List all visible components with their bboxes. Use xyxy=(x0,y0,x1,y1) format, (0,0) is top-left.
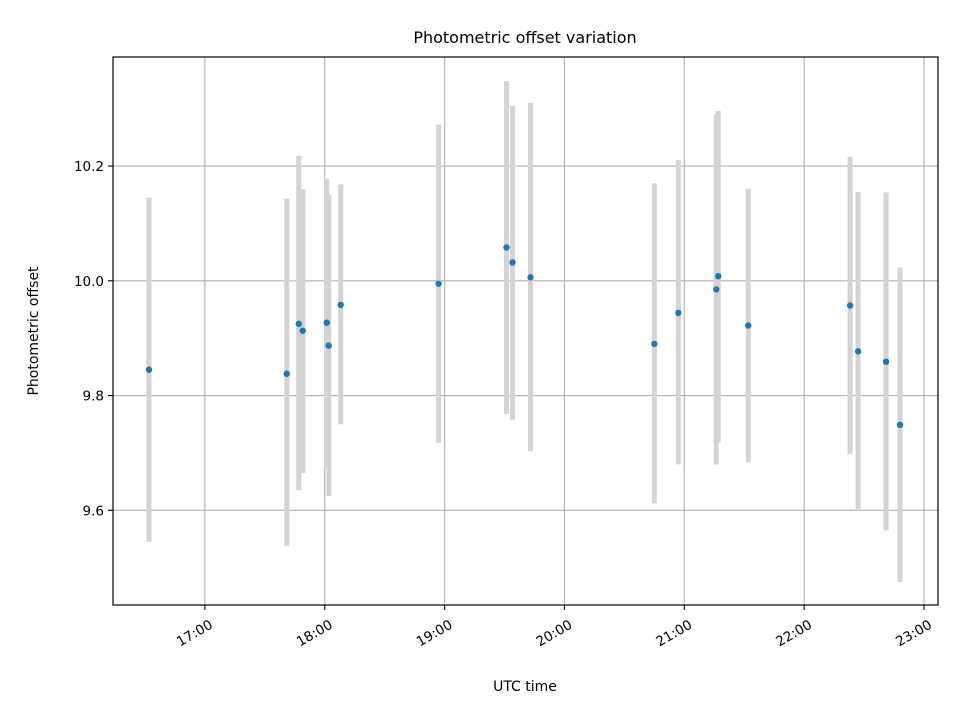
data-point xyxy=(846,302,854,309)
x-tick-label: 21:00 xyxy=(653,617,695,650)
x-axis-ticks: 17:00 18:00 19:00 20:00 21:00 22:00 23:00 xyxy=(174,605,935,650)
data-point xyxy=(509,259,516,266)
data-point xyxy=(323,319,330,326)
plot-frame xyxy=(112,56,939,606)
chart-title: Photometric offset variation xyxy=(413,28,636,47)
data-point xyxy=(882,358,890,365)
data-point xyxy=(295,320,302,328)
data-point xyxy=(325,342,332,349)
data-point xyxy=(651,340,658,348)
data-point xyxy=(503,244,510,251)
y-tick-label: 9.6 xyxy=(83,503,104,519)
data-points xyxy=(145,244,904,429)
x-tick-label: 17:00 xyxy=(174,617,216,650)
y-axis-label: Photometric offset xyxy=(26,266,42,396)
x-tick-label: 22:00 xyxy=(773,617,815,650)
data-point xyxy=(299,327,306,334)
error-bars xyxy=(146,81,903,583)
data-point xyxy=(337,301,344,309)
x-axis-label: UTC time xyxy=(493,679,557,695)
y-tick-label: 9.8 xyxy=(83,389,104,405)
data-point xyxy=(715,273,722,280)
data-point xyxy=(527,274,534,281)
x-tick-label: 23:00 xyxy=(893,617,935,650)
data-point xyxy=(675,309,682,317)
data-point xyxy=(745,322,752,329)
data-point xyxy=(283,370,290,377)
x-tick-label: 20:00 xyxy=(534,617,576,650)
y-tick-label: 10.2 xyxy=(74,159,104,175)
data-point xyxy=(435,280,442,287)
data-point xyxy=(896,421,904,429)
x-tick-label: 19:00 xyxy=(414,617,456,650)
data-point xyxy=(713,286,720,293)
data-point xyxy=(854,348,862,355)
y-axis-ticks: 9.6 9.8 10.0 10.2 xyxy=(74,159,113,519)
y-tick-label: 10.0 xyxy=(74,274,104,290)
data-point xyxy=(145,366,153,373)
x-tick-label: 18:00 xyxy=(294,617,336,650)
grid xyxy=(113,57,938,605)
